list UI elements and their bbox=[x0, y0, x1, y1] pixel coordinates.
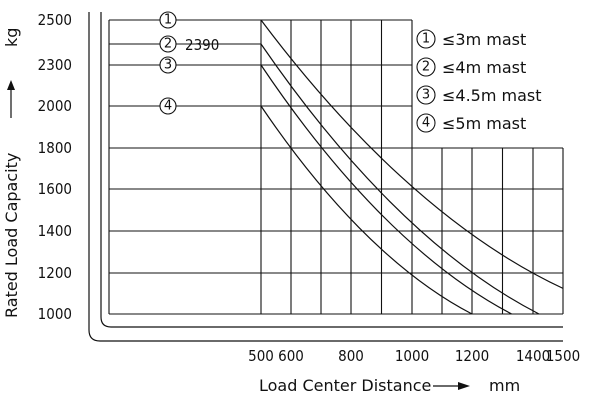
x-tick-500: 500 bbox=[248, 347, 274, 365]
x-tick-1400: 1400 bbox=[516, 347, 550, 365]
y-tick-1000: 1000 bbox=[38, 305, 72, 323]
legend-marker-circle-4 bbox=[416, 113, 436, 133]
x-tick-1200: 1200 bbox=[455, 347, 489, 365]
x-tick-800: 800 bbox=[338, 347, 364, 365]
legend-marker-label-4: 4 bbox=[422, 116, 430, 131]
curve-2 bbox=[260, 43, 540, 315]
x-arrow-head bbox=[458, 382, 470, 390]
y-tick-labels: 2500 2300 2000 1800 1600 1400 1200 1000 bbox=[38, 11, 72, 323]
marker-circle-3 bbox=[159, 56, 177, 74]
legend-marker-label-2: 2 bbox=[422, 60, 430, 75]
legend-marker-circle-2 bbox=[416, 57, 436, 77]
y-axis-unit-group: kg bbox=[2, 28, 21, 47]
y-axis-unit: kg bbox=[2, 28, 21, 47]
curve-1 bbox=[260, 19, 564, 289]
axis-frame bbox=[88, 12, 563, 342]
curve-3 bbox=[260, 64, 512, 315]
marker-circle-1 bbox=[159, 11, 177, 29]
x-tick-600: 600 bbox=[278, 347, 304, 365]
y-axis-label: Rated Load Capacity bbox=[2, 153, 21, 318]
legend: 1 ≤3m mast 2 ≤4m mast 3 ≤4.5m mast 4 ≤5m mast bbox=[416, 29, 542, 133]
x-tick-1500: 1500 bbox=[546, 347, 580, 365]
y-tick-1800: 1800 bbox=[38, 139, 72, 157]
inner-frame bbox=[100, 12, 563, 328]
marker-label-1: 1 bbox=[164, 13, 172, 28]
y-tick-2000: 2000 bbox=[38, 97, 72, 115]
x-axis-unit: mm bbox=[489, 376, 520, 395]
marker-label-3: 3 bbox=[164, 58, 172, 73]
legend-marker-label-3: 3 bbox=[422, 88, 430, 103]
legend-item-1: ≤3m mast bbox=[442, 30, 526, 49]
y-arrow-head bbox=[7, 80, 15, 90]
curve-markers: 1 2 3 4 bbox=[159, 11, 177, 115]
legend-item-4: ≤5m mast bbox=[442, 114, 526, 133]
legend-item-2: ≤4m mast bbox=[442, 58, 526, 77]
marker-circle-2 bbox=[159, 35, 177, 53]
y-tick-1400: 1400 bbox=[38, 222, 72, 240]
y-axis-arrow bbox=[7, 80, 15, 118]
y-tick-1600: 1600 bbox=[38, 180, 72, 198]
legend-marker-circle-1 bbox=[416, 29, 436, 49]
marker-label-2: 2 bbox=[164, 37, 172, 52]
legend-marker-circle-3 bbox=[416, 85, 436, 105]
annotation-2390: 2390 bbox=[185, 36, 219, 54]
y-tick-2500: 2500 bbox=[38, 11, 72, 29]
capacity-curves bbox=[260, 19, 564, 315]
marker-circle-4 bbox=[159, 97, 177, 115]
curve-4 bbox=[260, 105, 473, 315]
outer-frame bbox=[88, 12, 563, 342]
x-axis-arrow bbox=[433, 382, 470, 390]
marker-label-4: 4 bbox=[164, 99, 172, 114]
legend-item-3: ≤4.5m mast bbox=[442, 86, 542, 105]
y-tick-2300: 2300 bbox=[38, 56, 72, 74]
x-tick-1000: 1000 bbox=[395, 347, 429, 365]
y-tick-1200: 1200 bbox=[38, 264, 72, 282]
y-axis-title: Rated Load Capacity bbox=[2, 153, 21, 318]
x-axis-label: Load Center Distance bbox=[259, 376, 431, 395]
legend-marker-label-1: 1 bbox=[422, 32, 430, 47]
